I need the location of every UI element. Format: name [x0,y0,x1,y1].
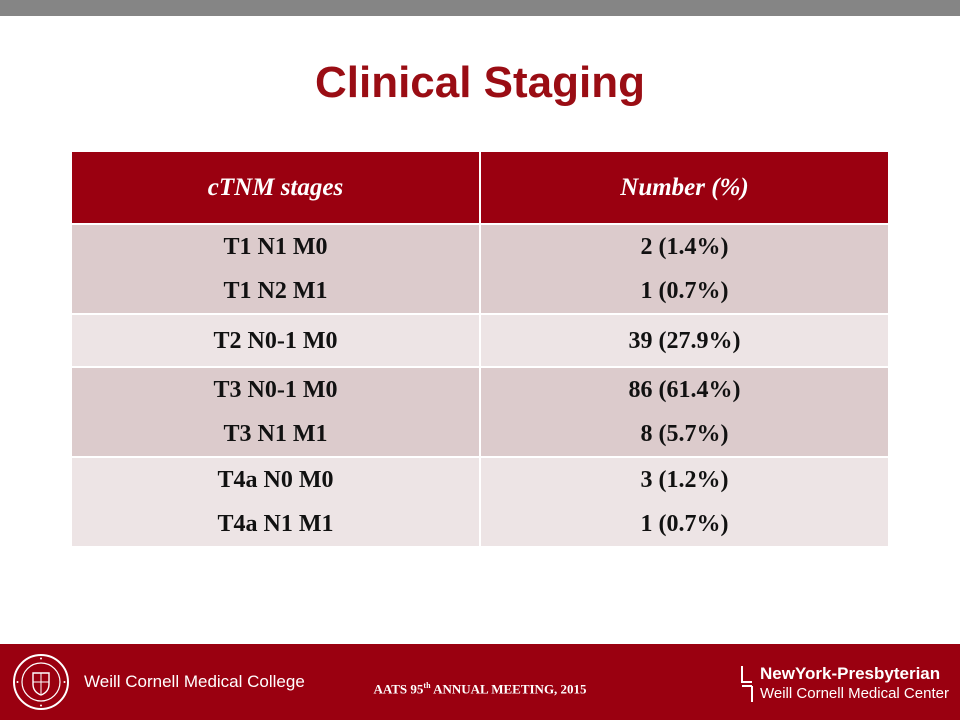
table-row: T4a N0 M0 T4a N1 M1 3 (1.2%) 1 (0.7%) [72,456,888,546]
number-cell: 2 (1.4%) 1 (0.7%) [479,223,888,314]
stage-cell: T1 N1 M0 T1 N2 M1 [72,223,480,314]
nyp-bracket-icon [741,666,753,702]
meeting-caption: AATS 95th ANNUAL MEETING, 2015 [0,681,960,697]
column-header-stages: cTNM stages [72,152,480,224]
number-value: 39 (27.9%) [628,327,741,354]
column-header-number: Number (%) [479,152,888,224]
stage-value: T1 N2 M1 [223,278,328,304]
slide-title: Clinical Staging [314,58,646,107]
stage-value: T4a N1 M1 [217,511,334,537]
number-value: 1 (0.7%) [640,511,729,537]
stage-value: T3 N0-1 M0 [213,377,338,403]
cornell-seal-icon [13,654,69,710]
number-value: 1 (0.7%) [640,278,729,304]
top-bar [0,0,960,16]
table-header-row: cTNM stages Number (%) [72,152,888,224]
institution-name: Weill Cornell Medical College [84,672,305,691]
stage-cell: T3 N0-1 M0 T3 N1 M1 [72,366,480,457]
table-row: T3 N0-1 M0 T3 N1 M1 86 (61.4%) 8 (5.7%) [72,366,888,457]
number-value: 2 (1.4%) [640,234,729,260]
number-cell: 39 (27.9%) [479,313,888,367]
table-row: T2 N0-1 M0 39 (27.9%) [72,313,888,367]
stage-value: T3 N1 M1 [223,421,328,447]
stage-value: T4a N0 M0 [217,467,334,493]
number-cell: 3 (1.2%) 1 (0.7%) [479,456,888,546]
footer-bar: Weill Cornell Medical College AATS 95th … [0,644,960,720]
meeting-suffix: ANNUAL MEETING, 2015 [430,681,587,697]
stage-value: T2 N0-1 M0 [213,327,338,354]
number-value: 8 (5.7%) [640,421,729,447]
number-value: 3 (1.2%) [640,467,729,493]
stage-cell: T2 N0-1 M0 [72,313,480,367]
stage-cell: T4a N0 M0 T4a N1 M1 [72,456,480,546]
partner-name: NewYork-Presbyterian [760,664,941,683]
meeting-ordinal: th [423,681,431,690]
table-row: T1 N1 M0 T1 N2 M1 2 (1.4%) 1 (0.7%) [72,223,888,314]
staging-table: cTNM stages Number (%) T1 N1 M0 T1 N2 M1… [72,152,888,546]
stage-value: T1 N1 M0 [223,234,328,260]
number-value: 86 (61.4%) [628,377,741,403]
partner-subname: Weill Cornell Medical Center [760,685,949,702]
number-cell: 86 (61.4%) 8 (5.7%) [479,366,888,457]
meeting-prefix: AATS 95 [373,681,424,697]
